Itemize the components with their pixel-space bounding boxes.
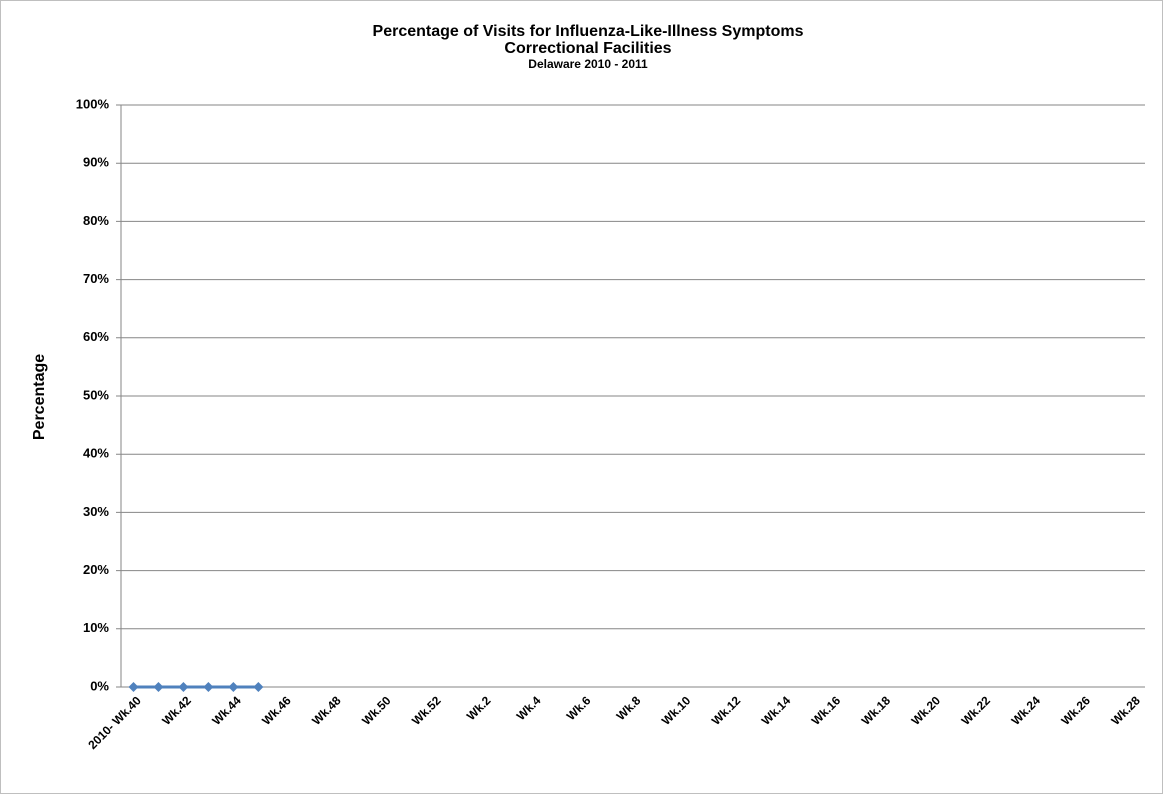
y-tick-label: 30% [83,504,109,519]
y-tick-label: 0% [90,678,109,693]
chart-subtitle: Delaware 2010 - 2011 [528,57,648,71]
point-marker [153,682,164,692]
point-marker [203,682,214,692]
chart-title: Percentage of Visits for Influenza-Like-… [373,23,804,40]
point-marker [128,682,139,692]
y-tick-label: 40% [83,446,109,461]
y-tick-label: 90% [83,155,109,170]
chart-subtitle: Correctional Facilities [504,40,671,57]
point-marker [253,682,264,692]
point-marker [228,682,239,692]
y-tick-label: 50% [83,387,109,402]
y-tick-label: 100% [76,96,110,111]
y-tick-label: 20% [83,562,109,577]
y-tick-label: 80% [83,213,109,228]
y-axis-label: Percentage [31,354,48,440]
y-tick-label: 70% [83,271,109,286]
point-marker [178,682,189,692]
y-tick-label: 60% [83,329,109,344]
y-tick-label: 10% [83,620,109,635]
